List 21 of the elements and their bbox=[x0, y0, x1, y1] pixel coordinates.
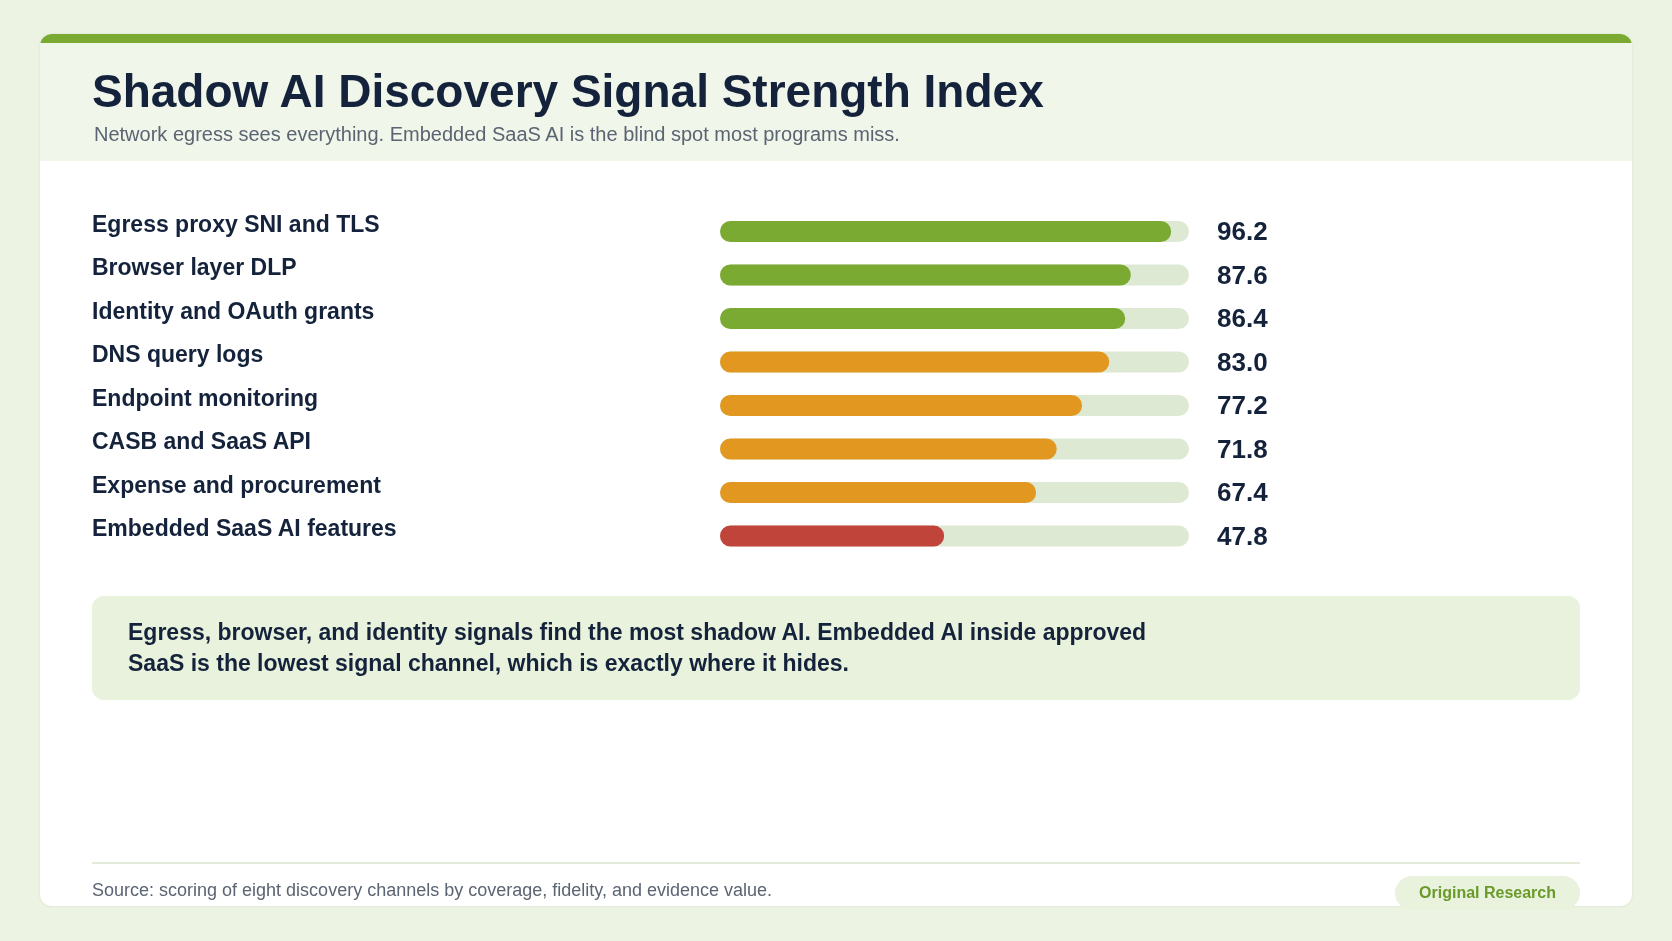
data-label: 86.4 bbox=[1217, 303, 1269, 334]
data-label: 83.0 bbox=[1217, 346, 1268, 377]
y-tick-label: Expense and procurement bbox=[92, 471, 382, 498]
y-tick-label: Browser layer DLP bbox=[92, 254, 297, 281]
data-label: 77.2 bbox=[1217, 390, 1268, 421]
data-label: 67.4 bbox=[1217, 477, 1269, 508]
data-label: 87.6 bbox=[1217, 259, 1268, 290]
text: Egress, browser, and identity signals find the most shadow AI. Embedded AI inside approved SaaS is the lowest signal channel, which is exactly where it hides. bbox=[128, 618, 1148, 678]
chart-title: Shadow AI Discovery Signal Strength Index bbox=[92, 64, 1044, 118]
source-note: Source: scoring of eight discovery channels by coverage, fidelity, and evidence value. bbox=[92, 880, 773, 901]
y-tick-label: Egress proxy SNI and TLS bbox=[92, 210, 380, 237]
y-tick-label: Identity and OAuth grants bbox=[92, 297, 375, 324]
data-label: 71.8 bbox=[1217, 433, 1268, 464]
text: Network egress sees everything. Embedded SaaS AI is the blind spot most programs miss. bbox=[94, 123, 900, 146]
y-tick-label: Endpoint monitoring bbox=[92, 384, 319, 411]
y-tick-label: Embedded SaaS AI features bbox=[92, 515, 397, 542]
y-tick-label: CASB and SaaS API bbox=[92, 428, 311, 455]
data-label: 47.8 bbox=[1217, 520, 1268, 551]
y-tick-label: DNS query logs bbox=[92, 341, 264, 368]
text: Original Research bbox=[1395, 876, 1580, 910]
data-label: 96.2 bbox=[1217, 216, 1268, 247]
